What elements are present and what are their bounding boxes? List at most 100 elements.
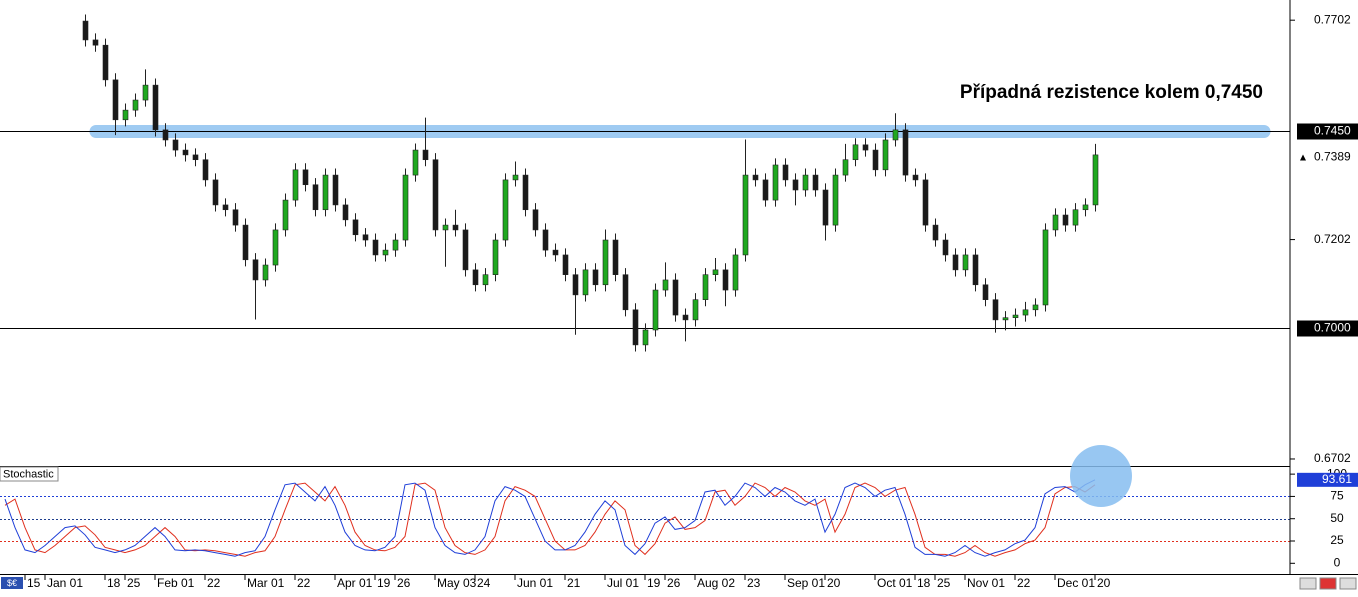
candle-body bbox=[242, 224, 249, 261]
candle-body bbox=[942, 239, 949, 256]
candle-body bbox=[182, 149, 189, 156]
x-tick-label: 22 bbox=[297, 576, 311, 590]
candle-body bbox=[662, 279, 669, 291]
candle-body bbox=[522, 174, 529, 211]
candle-body bbox=[272, 229, 279, 266]
candle-body bbox=[762, 179, 769, 201]
candle-body bbox=[1022, 309, 1029, 316]
candle-body bbox=[572, 274, 579, 296]
candle-body bbox=[542, 229, 549, 251]
currency-icon[interactable] bbox=[1, 577, 23, 589]
main-layer bbox=[0, 14, 1290, 557]
candle-body bbox=[862, 144, 869, 151]
candle-body bbox=[702, 274, 709, 300]
candle-body bbox=[172, 139, 179, 151]
candle-body bbox=[382, 249, 389, 256]
candle-body bbox=[1042, 229, 1049, 306]
last-price-box bbox=[1297, 149, 1358, 166]
x-tick-label: 23 bbox=[747, 576, 761, 590]
candle-body bbox=[292, 169, 299, 201]
candle-body bbox=[282, 199, 289, 231]
indicator-label-box bbox=[0, 466, 59, 482]
candle-body bbox=[1002, 317, 1009, 321]
last-price-marker bbox=[1300, 154, 1306, 161]
candle-body bbox=[92, 39, 99, 46]
annotation: Případná rezistence kolem 0,7450 bbox=[960, 82, 1263, 103]
x-tick-label: Dec 01 bbox=[1057, 576, 1095, 590]
x-tick-label: 26 bbox=[397, 576, 411, 590]
x-tick-label: 24 bbox=[477, 576, 491, 590]
candle-body bbox=[812, 174, 819, 191]
x-tick-label: Apr 01 bbox=[337, 576, 373, 590]
candle-body bbox=[1032, 304, 1039, 311]
candle-body bbox=[152, 84, 159, 131]
candle-body bbox=[792, 179, 799, 191]
candle-body bbox=[642, 329, 649, 346]
candle-body bbox=[712, 269, 719, 275]
candle-body bbox=[1092, 154, 1099, 206]
level-label-box bbox=[1297, 320, 1358, 337]
candle-body bbox=[802, 174, 809, 191]
candle-body bbox=[402, 174, 409, 241]
candle-body bbox=[772, 164, 779, 201]
candle-body bbox=[782, 164, 789, 181]
highlight-circle bbox=[1070, 445, 1132, 507]
candle-body bbox=[922, 179, 929, 226]
candle-body bbox=[732, 254, 739, 291]
x-tick-label: Feb 01 bbox=[157, 576, 195, 590]
candle-body bbox=[852, 144, 859, 161]
candle-body bbox=[142, 84, 149, 101]
candle-body bbox=[842, 159, 849, 176]
candle-body bbox=[562, 254, 569, 275]
candle-body bbox=[222, 204, 229, 211]
x-tick-label: 22 bbox=[1017, 576, 1031, 590]
candle-body bbox=[342, 204, 349, 221]
x-tick-label: Jan 01 bbox=[47, 576, 83, 590]
candle-body bbox=[512, 174, 519, 181]
level-label: 0.7450 bbox=[1314, 124, 1351, 138]
candle-body bbox=[602, 239, 609, 286]
candle-body bbox=[752, 174, 759, 181]
candle-body bbox=[412, 149, 419, 176]
indicator-line bbox=[4, 482, 1096, 557]
candle-body bbox=[882, 139, 889, 171]
candle-body bbox=[212, 179, 219, 206]
toolbar-icon[interactable] bbox=[1299, 577, 1317, 590]
x-tick-label: 18 bbox=[107, 576, 121, 590]
x-tick-label: Nov 01 bbox=[967, 576, 1005, 590]
x-tick-label: Jun 01 bbox=[517, 576, 553, 590]
candle-body bbox=[352, 219, 359, 236]
candle-body bbox=[1052, 214, 1059, 231]
indicator-line bbox=[4, 479, 1096, 557]
candle-body bbox=[552, 249, 559, 256]
value-label: 93.61 bbox=[1322, 472, 1352, 486]
candle-body bbox=[322, 174, 329, 211]
candle-body bbox=[912, 174, 919, 181]
candle-body bbox=[992, 299, 999, 321]
candle-body bbox=[902, 129, 909, 176]
candle-body bbox=[492, 239, 499, 275]
y-tick-label: 25 bbox=[1330, 533, 1344, 547]
candle-body bbox=[432, 159, 439, 231]
x-tick-label: Mar 01 bbox=[247, 576, 285, 590]
candle-body bbox=[872, 149, 879, 171]
candle-body bbox=[822, 189, 829, 226]
candle-body bbox=[472, 269, 479, 286]
toolbar-icon[interactable] bbox=[1319, 577, 1337, 590]
y-tick-label: 0 bbox=[1334, 555, 1341, 569]
candle-body bbox=[722, 269, 729, 291]
candle-body bbox=[82, 20, 89, 41]
x-tick-label: 22 bbox=[207, 576, 221, 590]
candle-body bbox=[162, 129, 169, 141]
toolbar-icon[interactable] bbox=[1339, 577, 1357, 590]
level-label: 0.7000 bbox=[1314, 321, 1351, 335]
x-tick-label: 18 bbox=[917, 576, 931, 590]
candle-body bbox=[482, 274, 489, 286]
candle-body bbox=[582, 269, 589, 296]
candle-body bbox=[962, 254, 969, 271]
level-label-box bbox=[1297, 123, 1358, 140]
y-tick-label: 50 bbox=[1330, 511, 1344, 525]
candle-body bbox=[742, 174, 749, 256]
candle-body bbox=[682, 314, 689, 321]
